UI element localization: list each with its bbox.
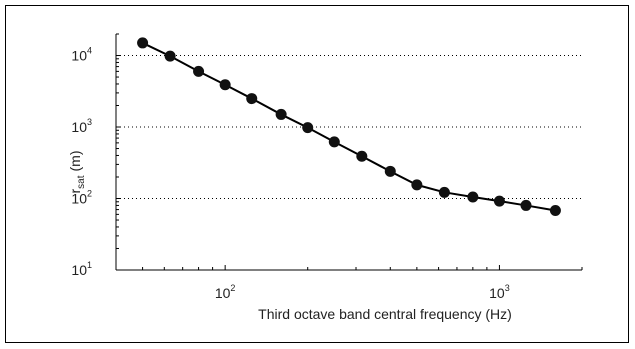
data-point (193, 65, 205, 77)
data-point (328, 136, 340, 148)
y-tick-label: 104 (71, 46, 92, 64)
data-point (137, 37, 149, 49)
figure-frame (5, 5, 629, 343)
x-tick-label: 102 (215, 283, 236, 301)
x-tick-base: 10 (489, 285, 505, 301)
data-point (411, 179, 423, 191)
data-point (275, 108, 287, 120)
data-point (356, 150, 368, 162)
data-point (302, 122, 314, 134)
y-tick-label: 102 (71, 189, 92, 207)
y-tick-label: 103 (71, 117, 92, 135)
x-tick-label: 103 (489, 283, 510, 301)
data-point (219, 79, 231, 91)
y-axis-label-sub: sat (76, 175, 87, 189)
axes (115, 33, 583, 271)
x-tick-base: 10 (215, 285, 231, 301)
data-point (384, 165, 396, 177)
y-tick-exponent: 2 (87, 189, 92, 199)
y-tick-base: 10 (71, 119, 87, 135)
y-axis-label: rsat (m) (67, 150, 87, 193)
y-tick-base: 10 (71, 191, 87, 207)
x-tick-labels: 102 103 (215, 283, 510, 301)
data-point (467, 191, 479, 203)
y-axis-label-main: r (67, 189, 83, 194)
data-point (549, 204, 561, 216)
grid-lines (116, 55, 582, 200)
x-tick-exponent: 2 (230, 283, 235, 293)
data-point (246, 93, 258, 105)
series-polyline (142, 42, 556, 212)
series-markers (137, 37, 561, 216)
data-point (493, 195, 505, 207)
y-tick-base: 10 (71, 262, 87, 278)
y-tick-exponent: 3 (87, 117, 92, 127)
y-tick-label: 101 (71, 260, 92, 278)
x-tick-exponent: 3 (505, 283, 510, 293)
data-point (438, 186, 450, 198)
y-tick-exponent: 1 (87, 260, 92, 270)
series-line (142, 42, 556, 212)
data-point (164, 50, 176, 62)
y-tick-exponent: 4 (87, 46, 92, 56)
y-tick-base: 10 (71, 48, 87, 64)
data-point (520, 199, 532, 211)
x-axis-label: Third octave band central frequency (Hz) (258, 306, 512, 322)
y-axis-label-unit: (m) (67, 150, 83, 171)
